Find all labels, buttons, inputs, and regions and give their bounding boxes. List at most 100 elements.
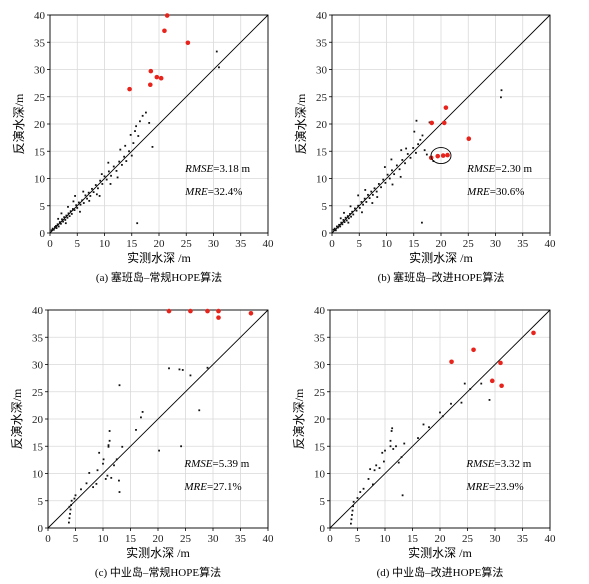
data-point [338,223,340,226]
y-tick-label: 35 [314,332,326,344]
data-point [463,382,466,385]
data-point [399,175,402,178]
data-point [339,217,342,220]
x-tick-label: 5 [75,238,81,250]
data-point [88,199,91,202]
data-point [500,89,503,92]
data-point [80,488,82,491]
data-point [108,430,111,432]
data-point [107,445,110,448]
data-point [412,147,415,149]
outlier-point [498,360,503,366]
y-tick-label: 35 [32,332,44,344]
data-point [135,429,137,431]
data-point [384,181,387,184]
data-point [339,225,342,228]
data-point [92,486,94,489]
data-point [141,411,144,413]
data-point [390,158,393,161]
data-point [336,225,338,228]
panel-caption: (d) 中业岛–改进HOPE算法 [377,565,504,579]
y-axis-label: 反演水深/m [293,93,308,154]
data-point [100,173,103,176]
data-point [391,183,394,186]
data-point [357,194,360,197]
rmse-stat: RMSE=3.18 m [184,163,250,175]
data-point [130,154,133,157]
data-point [98,195,101,197]
highlight-ellipse [430,147,452,165]
mre-label: MRE [465,481,489,493]
rmse-label: RMSE [184,163,213,175]
data-point [334,229,337,232]
data-point [134,130,136,132]
data-point [439,411,441,414]
y-tick-label: 35 [34,37,46,49]
data-point [118,160,121,163]
mre-stat: MRE=30.6% [466,186,524,198]
one-to-one-line [331,14,551,234]
data-point [115,458,118,461]
data-point [215,50,218,53]
data-point [62,220,64,223]
mre-stat: MRE=32.4% [184,186,242,198]
y-tick-label: 25 [34,92,46,104]
outlier-point [445,152,450,158]
data-point [372,483,374,486]
data-point [367,193,369,196]
data-point [79,203,82,206]
data-point [72,200,75,203]
data-point [82,202,85,204]
data-point [389,439,392,442]
data-point [71,208,74,210]
x-tick-label: 15 [407,533,419,545]
data-point [362,203,364,206]
outlier-point [471,347,476,353]
panel-caption: (c) 中业岛–常规HOPE算法 [95,565,221,579]
y-tick-label: 0 [320,523,326,535]
data-point [101,183,104,185]
data-point [488,399,491,401]
rmse-stat: RMSE=5.39 m [183,458,249,470]
rmse-stat: RMSE=2.30 m [466,163,532,175]
data-point [51,227,54,230]
outlier-point [205,308,210,314]
data-point [400,456,403,459]
y-tick-label: 30 [314,360,326,372]
data-point [351,509,354,512]
data-point [124,144,127,147]
data-point [413,130,416,133]
data-point [406,153,409,155]
data-point [375,464,378,467]
data-point [198,409,201,412]
data-point [158,449,160,452]
mre-label: MRE [183,481,207,493]
panel-caption: (a) 塞班岛–常规HOPE算法 [96,270,222,284]
y-tick-label: 25 [316,92,328,104]
data-point [75,204,78,207]
data-point [123,155,126,158]
x-axis-label: 实测水深 /m [408,545,472,560]
data-point [107,161,110,164]
data-point [365,201,368,203]
data-point [121,445,124,448]
data-point [119,148,122,151]
data-point [63,216,66,219]
data-point [102,458,105,461]
y-tick-label: 5 [320,496,326,508]
data-point [96,469,99,472]
data-point [341,223,344,226]
data-point [333,227,336,230]
data-point [109,183,112,185]
data-point [350,518,353,521]
panel-d: 0 5 10 15 20 25 30 35 40 0 5 10 15 20 25 30 35 40 实测水深 /m 反… [291,305,556,579]
data-point [388,177,391,180]
data-point [369,468,372,471]
y-tick-label: 20 [32,414,44,426]
data-point [421,134,424,137]
data-point [356,497,359,499]
x-axis-label: 实测水深 /m [126,545,190,560]
outlier-point [248,310,254,316]
y-tick-label: 10 [32,469,44,481]
outlier-point [154,74,160,80]
